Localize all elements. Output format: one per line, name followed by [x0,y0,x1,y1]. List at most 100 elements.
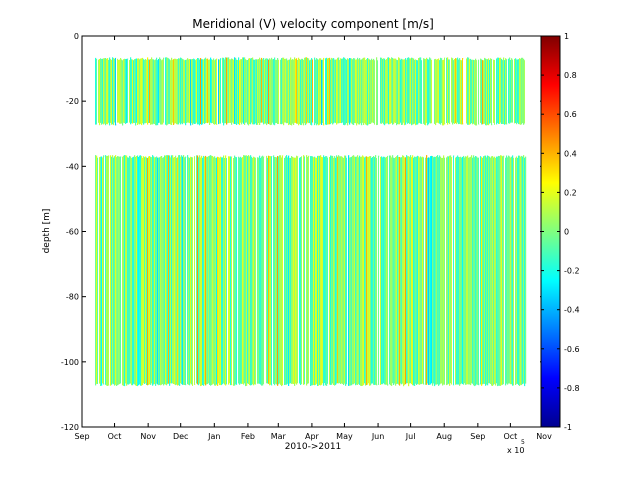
velocity-stripe [510,60,512,123]
velocity-stripe [126,58,128,123]
velocity-stripe [98,59,100,123]
velocity-stripe [507,157,509,385]
velocity-stripe [175,58,177,124]
velocity-stripe [321,59,323,125]
velocity-stripe [465,156,467,385]
velocity-stripe [491,59,493,126]
velocity-stripe [99,157,101,384]
velocity-stripe [167,57,169,125]
velocity-stripe [519,155,521,386]
velocity-stripe [235,156,237,385]
velocity-stripe [315,59,317,124]
y-tick-label: -40 [66,162,79,171]
velocity-stripe [206,58,208,123]
velocity-stripe [365,156,367,386]
velocity-stripe [513,157,515,386]
velocity-stripe [306,155,308,386]
velocity-stripe [487,155,489,386]
velocity-stripe [275,157,277,384]
velocity-stripe [309,156,311,386]
velocity-stripe [432,57,434,125]
velocity-stripe [120,58,122,124]
velocity-stripe [158,59,160,123]
velocity-stripe [251,58,253,123]
velocity-stripe [101,59,103,125]
velocity-stripe [461,157,463,384]
velocity-stripe [335,157,337,385]
velocity-stripe [436,156,438,385]
velocity-stripe [522,57,524,123]
velocity-stripe [408,156,410,387]
velocity-stripe [246,60,248,123]
velocity-stripe [177,157,179,386]
velocity-stripe [502,156,504,385]
velocity-stripe [368,58,370,125]
velocity-stripe [206,157,208,385]
velocity-stripe [475,156,477,386]
velocity-stripe [397,60,399,125]
velocity-stripe [468,57,470,125]
velocity-stripe [415,59,417,126]
velocity-stripe [171,57,173,125]
velocity-stripe [186,59,188,123]
velocity-stripe [97,59,99,125]
velocity-stripe [438,157,440,386]
velocity-stripe [311,156,313,386]
velocity-stripe [142,57,144,124]
velocity-stripe [349,58,351,125]
velocity-stripe [350,58,352,123]
velocity-stripe [222,57,224,123]
velocity-stripe [480,58,482,123]
velocity-stripe [298,156,300,385]
velocity-stripe [242,57,244,123]
velocity-stripe [126,155,128,386]
velocity-stripe [161,60,163,125]
velocity-stripe [167,155,169,384]
velocity-stripe [203,155,205,386]
velocity-stripe [288,155,290,386]
velocity-stripe [161,156,163,385]
velocity-stripe [290,157,292,384]
velocity-stripe [180,57,182,125]
velocity-stripe [129,155,131,384]
velocity-stripe [259,57,261,126]
velocity-stripe [320,58,322,124]
velocity-stripe [498,57,500,124]
velocity-stripe [454,59,456,124]
velocity-stripe [253,156,255,386]
y-tick-label: -120 [61,423,79,432]
velocity-stripe [439,60,441,124]
velocity-stripe [362,58,364,123]
velocity-stripe [371,157,373,384]
velocity-stripe [234,155,236,386]
velocity-stripe [131,59,133,124]
velocity-stripe [396,156,398,384]
velocity-stripe [523,155,525,384]
velocity-stripe [356,156,358,385]
velocity-stripe [329,57,331,125]
colorbar-tick-label: 0.8 [564,71,577,80]
velocity-stripe [358,157,360,384]
velocity-stripe [458,156,460,385]
velocity-stripe [267,58,269,124]
velocity-stripe [416,60,418,125]
velocity-stripe [200,58,202,124]
velocity-stripe [382,157,384,385]
velocity-stripe [284,59,286,123]
velocity-stripe [375,155,377,385]
velocity-stripe [196,155,198,384]
velocity-stripe [481,59,483,125]
velocity-stripe [238,57,240,125]
velocity-stripe [166,57,168,126]
velocity-stripe [137,155,139,387]
velocity-stripe [248,155,250,384]
velocity-stripe [109,157,111,385]
velocity-stripe [405,58,407,125]
velocity-stripe [322,157,324,384]
velocity-stripe [237,60,239,124]
velocity-stripe [452,157,454,386]
velocity-stripe [264,59,266,124]
velocity-stripe [207,58,209,124]
velocity-stripe [184,60,186,124]
colorbar-tick-label: -0.6 [564,345,580,354]
